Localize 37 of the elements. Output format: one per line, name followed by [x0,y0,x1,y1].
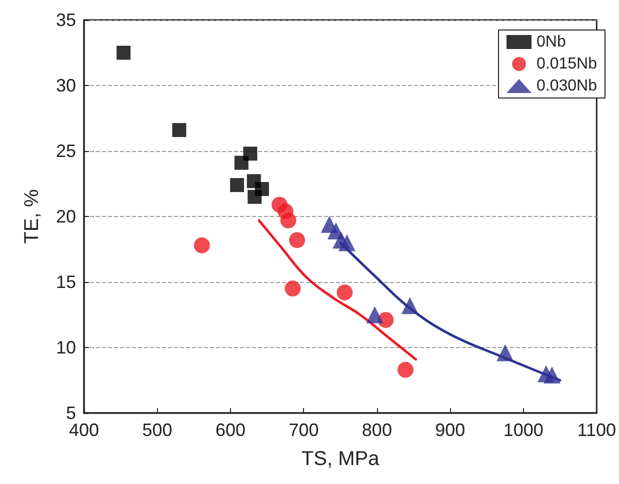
point [401,297,418,314]
x-tick-label: 1000 [503,420,544,440]
point [172,123,186,138]
y-tick-label: 20 [56,206,76,226]
x-tick-label: 600 [215,420,246,440]
y-tick-label: 5 [66,403,76,423]
x-tick-label: 500 [142,420,172,440]
point [543,366,560,384]
point [234,156,248,170]
point [116,46,131,60]
x-tick-label: 400 [68,420,100,440]
y-tick-label: 10 [56,338,76,358]
y-tick-label: 30 [56,76,76,96]
point [194,237,210,254]
point [289,232,306,248]
point [336,284,353,300]
point [248,190,262,204]
point [366,306,384,324]
point [338,234,356,252]
y-tick-label: 25 [56,141,76,161]
legend-label: 0Nb [536,34,566,50]
x-axis-title: TS, MPa [301,448,380,470]
x-tick-label: 1100 [577,420,616,440]
y-axis-title: TE, % [21,189,43,244]
line-series [258,219,418,361]
y-tick-label: 15 [56,272,76,292]
point [284,280,301,297]
x-tick-label: 800 [362,420,392,440]
point [398,362,414,378]
point [280,212,296,228]
x-tick-label: 700 [288,420,319,440]
x-tick-label: 900 [435,420,466,440]
legend-label: 0.030Nb [536,78,598,94]
point [230,178,244,192]
legend-label: 0.015Nb [536,56,598,72]
y-tick-label: 35 [56,10,76,30]
point [496,344,514,362]
